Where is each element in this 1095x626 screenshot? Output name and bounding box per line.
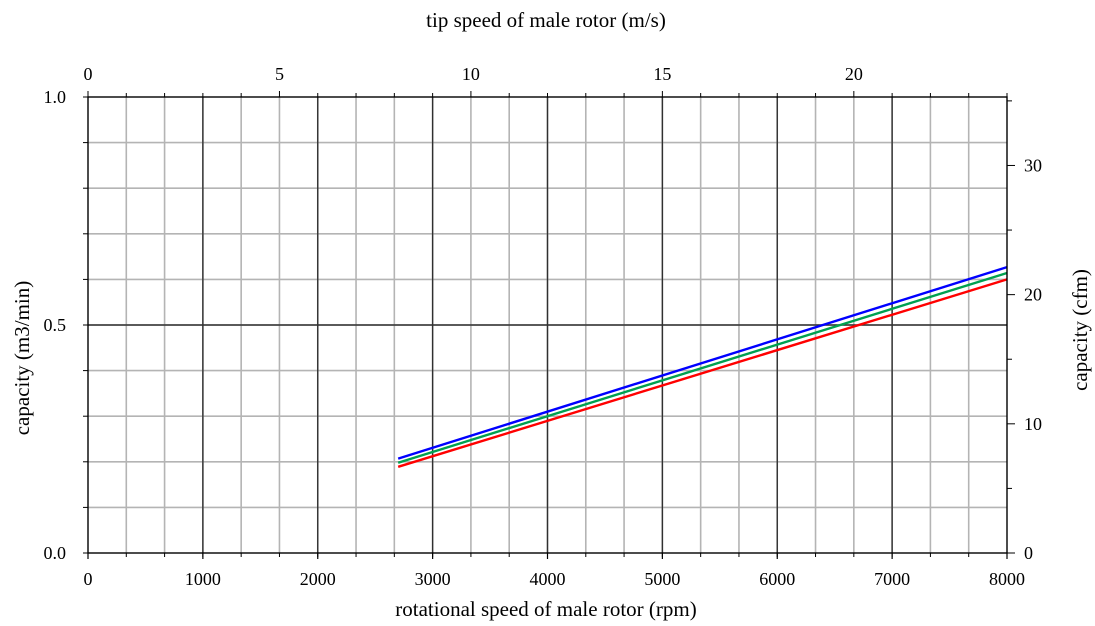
x-tick-label: 5000 xyxy=(644,569,680,589)
y2-tick-label: 10 xyxy=(1024,414,1042,434)
x-tick-label: 2000 xyxy=(300,569,336,589)
x-tick-label: 7000 xyxy=(874,569,910,589)
x-tick-label: 6000 xyxy=(759,569,795,589)
x-axis-title: rotational speed of male rotor (rpm) xyxy=(395,597,696,621)
x2-tick-label: 5 xyxy=(275,64,284,84)
y2-tick-label: 0 xyxy=(1024,543,1033,563)
label-layer: 0 1000 2000 3000 4000 5000 6000 7000 8000 0 5 10 15 2… xyxy=(44,64,1043,589)
x-tick-label: 3000 xyxy=(415,569,451,589)
y-tick-label: 0.0 xyxy=(44,543,67,563)
x2-axis-title: tip speed of male rotor (m/s) xyxy=(426,8,666,32)
x-tick-label: 8000 xyxy=(989,569,1025,589)
x2-tick-label: 10 xyxy=(462,64,480,84)
y2-axis-title: capacity (cfm) xyxy=(1068,269,1092,391)
x2-tick-label: 20 xyxy=(845,64,863,84)
x-tick-label: 1000 xyxy=(185,569,221,589)
grid-layer xyxy=(88,97,1007,553)
y2-tick-label: 30 xyxy=(1024,155,1042,175)
y-tick-label: 1.0 xyxy=(44,87,67,107)
series-line-3 xyxy=(397,278,1008,468)
y-axis-title: capacity (m3/min) xyxy=(10,281,34,436)
x2-tick-label: 0 xyxy=(84,64,93,84)
series-line-1 xyxy=(397,265,1008,460)
tick-layer xyxy=(83,91,1015,559)
x-tick-label: 0 xyxy=(84,569,93,589)
x2-tick-label: 15 xyxy=(653,64,671,84)
x-tick-label: 4000 xyxy=(530,569,566,589)
y-tick-label: 0.5 xyxy=(44,315,67,335)
series-layer xyxy=(397,265,1008,468)
series-line-2 xyxy=(397,271,1008,464)
y2-tick-label: 20 xyxy=(1024,285,1042,305)
